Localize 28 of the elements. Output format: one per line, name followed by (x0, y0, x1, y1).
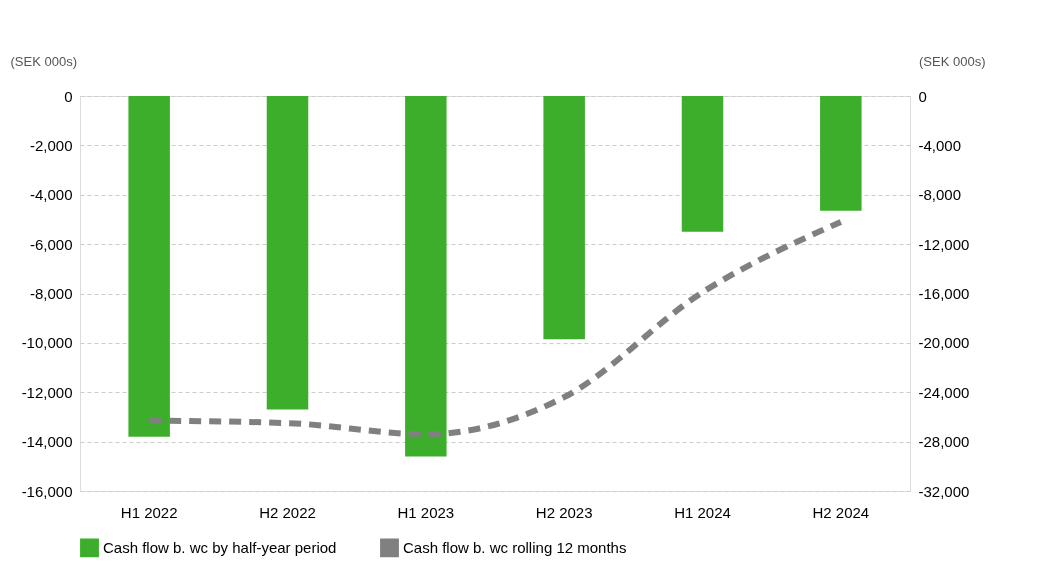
y-tick-label: -12,000 (21, 383, 73, 401)
y2-tick-label: -32,000 (918, 482, 970, 500)
y2-tick-label: -16,000 (918, 285, 970, 302)
y-tick-label: 0 (64, 87, 73, 105)
y-tick-label: -16,000 (21, 482, 73, 500)
y2-tick-label: -20,000 (918, 334, 970, 352)
legend-label: Cash flow b. wc by half-year period (103, 538, 337, 556)
y2-tick-label: -8,000 (918, 186, 962, 204)
y2-tick-label: -4,000 (918, 136, 962, 154)
legend-label: Cash flow b. wc rolling 12 months (403, 538, 627, 556)
y2-axis-title: (SEK 000s) (919, 53, 986, 69)
x-tick-label: H1 2022 (120, 503, 178, 521)
y-tick-label: -2,000 (29, 136, 73, 154)
x-tick-label: H1 2023 (397, 503, 455, 521)
y2-tick-label: 0 (918, 87, 927, 105)
x-tick-label: H1 2024 (674, 503, 731, 521)
y-axis-title: (SEK 000s) (10, 53, 77, 69)
y-tick-label: -6,000 (29, 235, 73, 253)
y2-tick-label: -12,000 (918, 235, 970, 253)
y-tick-label: -4,000 (29, 186, 73, 204)
y-tick-label: -10,000 (21, 334, 73, 352)
y-tick-label: -8,000 (29, 285, 73, 302)
y-tick-label: -14,000 (21, 433, 73, 451)
x-tick-label: H2 2022 (259, 503, 316, 521)
x-tick-label: H2 2023 (535, 503, 593, 521)
y2-tick-label: -28,000 (918, 433, 970, 451)
y2-tick-label: -24,000 (918, 383, 970, 401)
x-tick-label: H2 2024 (812, 503, 870, 521)
